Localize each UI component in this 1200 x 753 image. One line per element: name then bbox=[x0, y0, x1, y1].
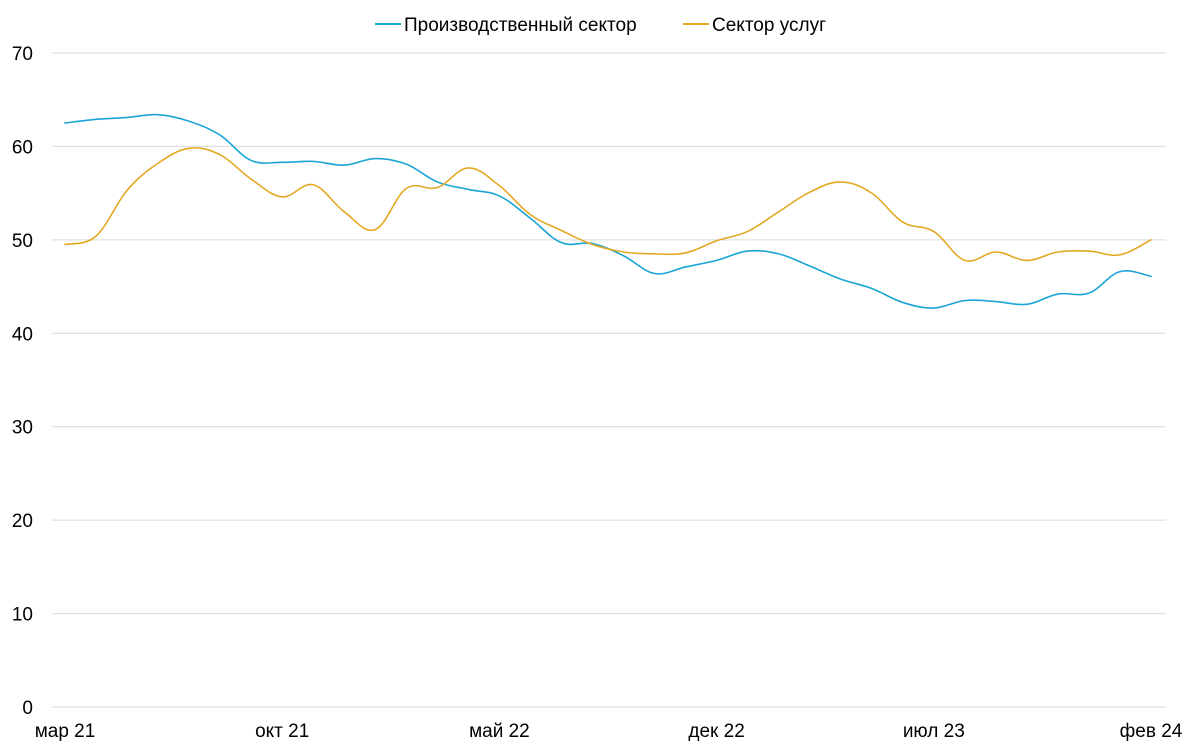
x-tick-label: дек 22 bbox=[688, 721, 744, 742]
y-tick-label: 70 bbox=[12, 44, 33, 65]
y-tick-label: 20 bbox=[12, 511, 33, 532]
legend-label-services: Сектор услуг bbox=[712, 15, 826, 36]
x-axis: мар 21 окт 21 май 22 дек 22 июл 23 фев 24 bbox=[35, 721, 1183, 742]
legend-label-manufacturing: Производственный сектор bbox=[404, 15, 637, 36]
series-lines bbox=[64, 113, 1152, 309]
y-tick-label: 40 bbox=[12, 324, 33, 345]
series-line-manufacturing bbox=[64, 113, 1152, 309]
y-axis: 0 10 20 30 40 50 60 70 bbox=[12, 44, 33, 719]
x-tick-label: май 22 bbox=[469, 721, 530, 742]
legend: Производственный сектор Сектор услуг bbox=[375, 15, 826, 36]
x-tick-label: окт 21 bbox=[255, 721, 309, 742]
y-tick-label: 60 bbox=[12, 137, 33, 158]
x-tick-label: мар 21 bbox=[35, 721, 96, 742]
y-tick-label: 0 bbox=[22, 698, 33, 719]
x-tick-label: фев 24 bbox=[1120, 721, 1183, 742]
gridlines bbox=[52, 52, 1166, 708]
y-tick-label: 10 bbox=[12, 605, 33, 626]
x-tick-label: июл 23 bbox=[903, 721, 965, 742]
y-tick-label: 30 bbox=[12, 418, 33, 439]
series-line-services bbox=[64, 147, 1152, 262]
y-tick-label: 50 bbox=[12, 231, 33, 252]
